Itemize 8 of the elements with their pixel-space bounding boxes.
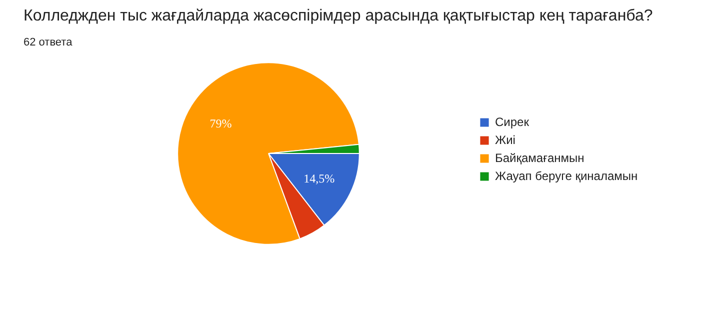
data-label: 79% — [210, 116, 232, 131]
chart-title: Колледжден тыс жағдайларда жасөспірімдер арасында қақтығыстар кең тарағанба? — [24, 8, 653, 24]
legend-label: Жауап беруге қиналамын — [495, 169, 638, 183]
data-label: 14,5% — [304, 171, 335, 186]
legend-label: Байқамағанмын — [495, 151, 584, 165]
legend-label: Сирек — [495, 115, 529, 129]
text: 62 ответа — [24, 36, 74, 48]
legend-label: Жиі — [495, 133, 516, 147]
